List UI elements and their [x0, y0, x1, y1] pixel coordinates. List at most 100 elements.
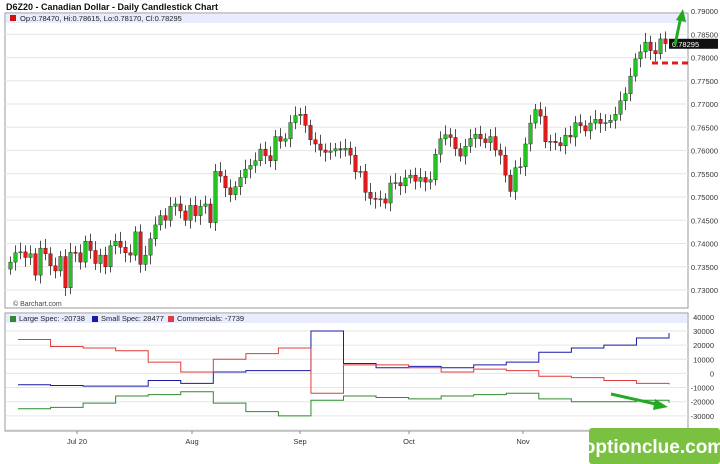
candle-down — [93, 250, 98, 264]
candle-up — [258, 148, 263, 161]
ohlc-label: Op:0.78470, Hi:0.78615, Lo:0.78170, Cl:0… — [20, 14, 182, 23]
candle-up — [108, 245, 113, 267]
price-tick-label: 0.77500 — [691, 77, 718, 86]
candle-up — [463, 146, 468, 157]
candle-up — [523, 143, 528, 167]
legend-swatch-small-spec — [92, 316, 98, 322]
candle-down — [138, 231, 143, 265]
candle-down — [33, 253, 38, 276]
candle-down — [123, 247, 128, 254]
candle-up — [658, 38, 663, 54]
last-price-label: 0.78295 — [672, 40, 699, 49]
candle-down — [313, 139, 318, 145]
price-panel: Op:0.78470, Hi:0.78615, Lo:0.78170, Cl:0… — [4, 7, 718, 309]
candle-up — [173, 203, 178, 207]
candle-up — [333, 148, 338, 152]
candle-up — [468, 138, 473, 147]
candle-down — [478, 134, 483, 140]
candle-down — [303, 114, 308, 126]
candle-down — [278, 136, 283, 142]
candle-down — [63, 256, 68, 288]
candle-down — [73, 252, 78, 254]
candle-up — [68, 252, 73, 288]
up-arrow-shaft — [673, 15, 683, 46]
cot-series — [18, 330, 670, 417]
candle-down — [48, 253, 53, 267]
candle-down — [183, 210, 188, 221]
price-tick-label: 0.76000 — [691, 147, 718, 156]
cot-line-commercials — [18, 338, 670, 394]
price-tick-label: 0.76500 — [691, 123, 718, 132]
candle-up — [408, 174, 413, 179]
candle-down — [458, 148, 463, 157]
candle-up — [273, 136, 278, 161]
candle-down — [193, 205, 198, 216]
candle-up — [418, 177, 423, 182]
candle-up — [113, 240, 118, 247]
x-tick-label: Aug — [185, 437, 198, 446]
candle-up — [628, 75, 633, 94]
candle-up — [573, 122, 578, 138]
cot-tick-label: 30000 — [693, 327, 714, 336]
candle-up — [473, 134, 478, 139]
candle-down — [128, 252, 133, 256]
candle-up — [613, 114, 618, 121]
candle-down — [648, 41, 653, 51]
candle-down — [503, 154, 508, 176]
candle-up — [8, 261, 13, 270]
candle-up — [238, 177, 243, 187]
candle-down — [598, 119, 603, 124]
legend-commercials: Commercials: -7739 — [177, 314, 244, 323]
candle-down — [543, 115, 548, 142]
candle-up — [343, 147, 348, 151]
price-tick-label: 0.79000 — [691, 7, 718, 16]
candle-down — [453, 137, 458, 149]
down-right-arrow — [610, 392, 668, 410]
cot-tick-label: 20000 — [693, 341, 714, 350]
candle-down — [663, 38, 668, 44]
candle-down — [578, 122, 583, 127]
candle-down — [363, 171, 368, 193]
candle-down — [413, 174, 418, 182]
candle-down — [228, 187, 233, 195]
candle-down — [383, 198, 388, 204]
candle-up — [283, 138, 288, 142]
candle-up — [618, 100, 623, 115]
candle-down — [263, 148, 268, 156]
candle-down — [338, 148, 343, 151]
candle-down — [353, 154, 358, 173]
candle-up — [443, 134, 448, 140]
candle-down — [208, 203, 213, 223]
legend-swatch-commercials — [168, 316, 174, 322]
cot-panel-frame — [4, 312, 689, 432]
candle-up — [393, 182, 398, 184]
chart-title: D6Z20 - Canadian Dollar - Daily Candlest… — [6, 2, 218, 12]
candle-up — [298, 114, 303, 116]
candle-up — [623, 93, 628, 101]
candle-up — [328, 150, 333, 153]
candle-up — [403, 177, 408, 187]
candle-down — [323, 149, 328, 153]
down-right-arrow-shaft — [610, 392, 661, 407]
candle-up — [593, 119, 598, 124]
candle-up — [233, 186, 238, 195]
price-tick-label: 0.78000 — [691, 54, 718, 63]
candle-up — [83, 240, 88, 263]
candle-down — [373, 198, 378, 200]
ohlc-swatch — [10, 15, 16, 21]
legend-large-spec: Large Spec: -20738 — [19, 314, 85, 323]
candle-down — [483, 138, 488, 143]
candle-down — [583, 125, 588, 132]
candle-up — [203, 203, 208, 207]
legend: Large Spec: -20738 Small Spec: 28477 Com… — [10, 314, 244, 323]
price-tick-label: 0.73000 — [691, 286, 718, 295]
candle-up — [588, 122, 593, 132]
candle-up — [488, 136, 493, 143]
candle-down — [308, 125, 313, 141]
candle-up — [638, 51, 643, 60]
candle-down — [23, 251, 28, 258]
legend-swatch-large-spec — [10, 316, 16, 322]
candle-down — [218, 171, 223, 177]
price-tick-label: 0.75000 — [691, 193, 718, 202]
candle-up — [533, 109, 538, 124]
